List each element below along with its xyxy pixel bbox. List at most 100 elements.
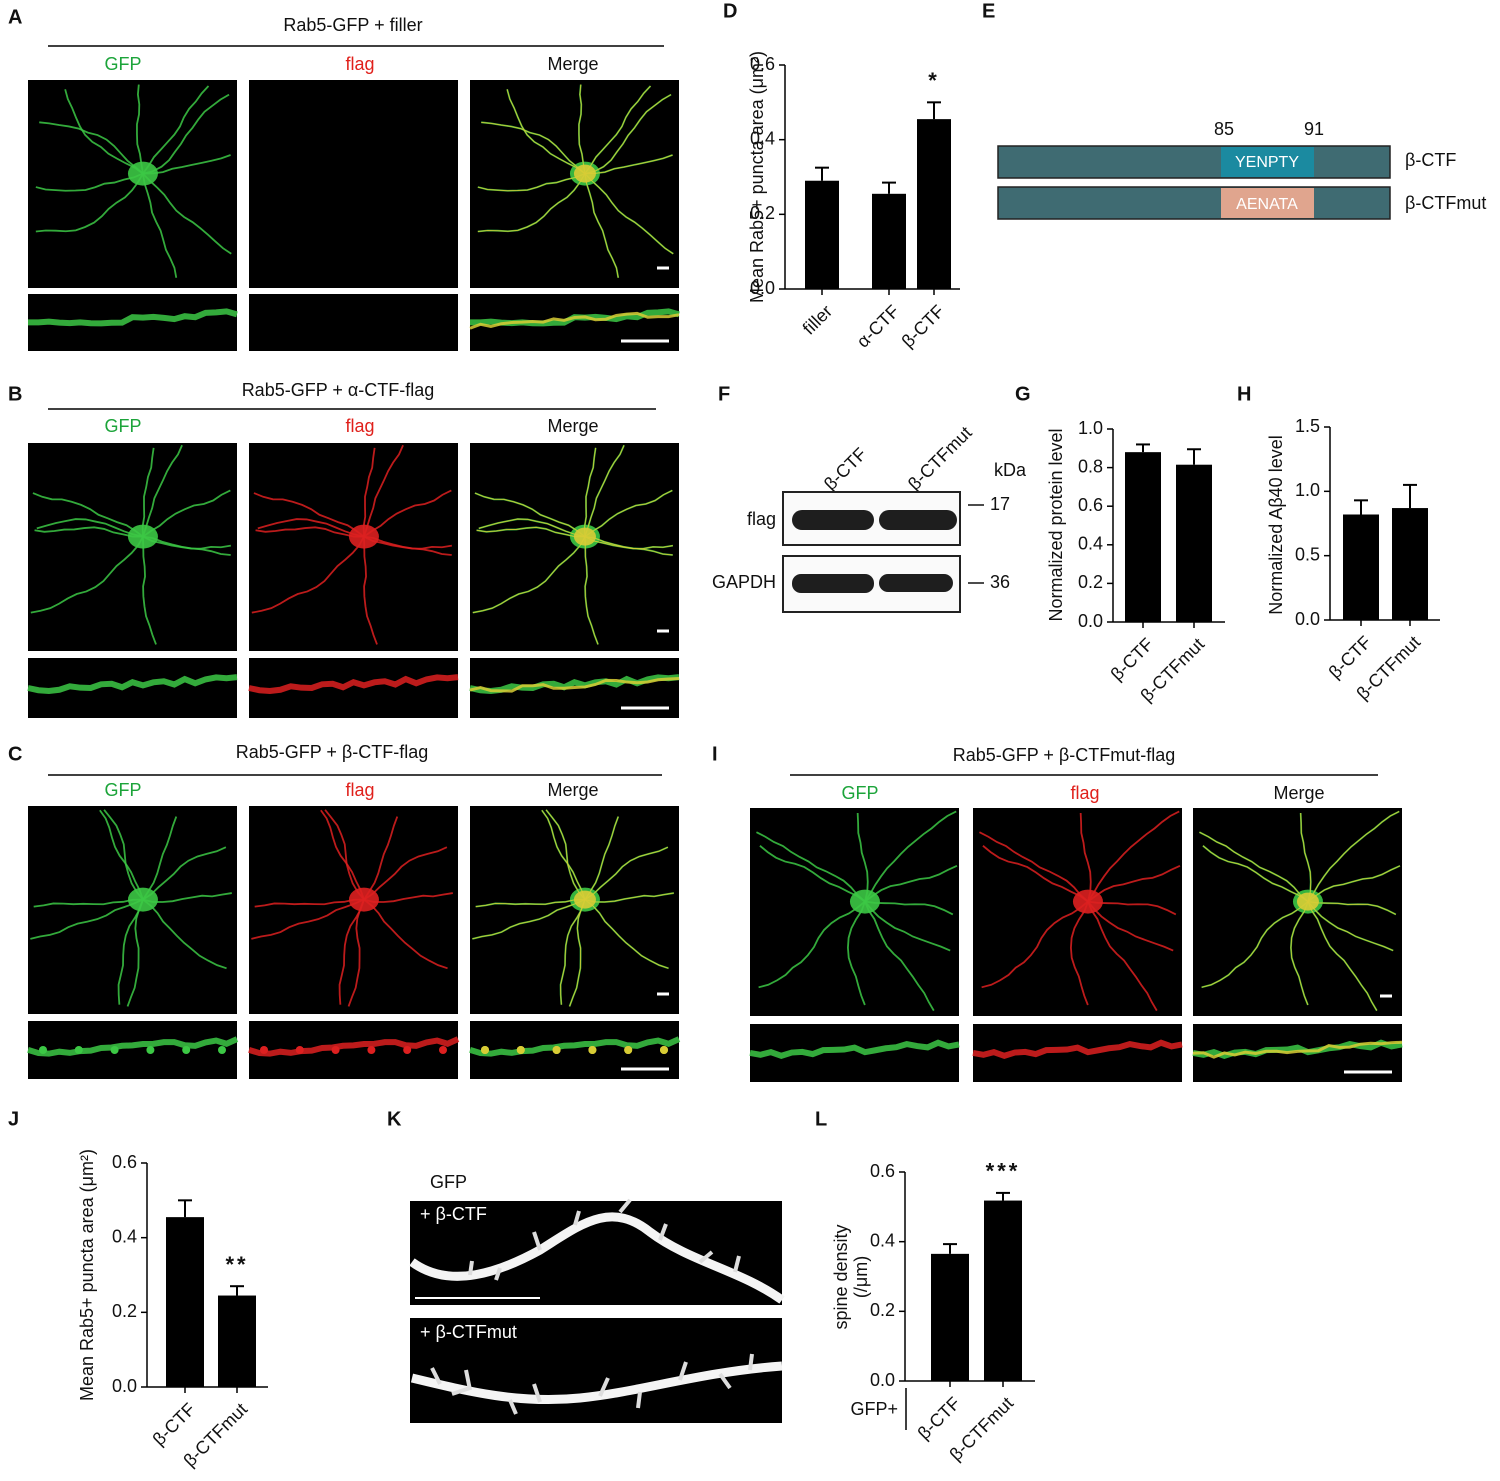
micrograph — [470, 443, 679, 651]
dendrite — [32, 492, 144, 538]
channel-label: Merge — [547, 780, 598, 800]
dendrite — [363, 816, 399, 901]
channel-label: GFP — [104, 54, 141, 74]
row-label: flag — [747, 509, 776, 529]
bar — [805, 180, 839, 289]
panel-label: K — [387, 1108, 402, 1130]
y-tick-label: 0.0 — [112, 1376, 137, 1396]
dendrite — [469, 311, 680, 330]
dendrite — [584, 846, 669, 901]
soma — [573, 890, 596, 909]
dendrite — [142, 93, 230, 175]
dendrite — [578, 84, 586, 174]
significance: * — [928, 68, 940, 93]
panel-title: Rab5-GFP + filler — [283, 15, 422, 35]
dendrite — [856, 812, 869, 902]
panel-label: D — [723, 0, 737, 22]
dendrite — [1307, 901, 1397, 915]
dendrite — [1087, 901, 1158, 1012]
channel-label: Merge — [547, 416, 598, 436]
panel-title: Rab5-GFP + β-CTFmut-flag — [953, 745, 1176, 765]
punctum — [74, 1046, 83, 1054]
dendrite — [320, 809, 365, 900]
dendrite — [248, 1036, 460, 1057]
bar — [1125, 452, 1161, 622]
panel-label: G — [1015, 383, 1031, 405]
y-tick-label: 0.0 — [1078, 611, 1103, 631]
dendrite — [584, 447, 597, 537]
panel-label: J — [8, 1108, 19, 1130]
dendrite — [584, 489, 673, 538]
micrograph — [249, 80, 458, 288]
x-tick-label: filler — [799, 301, 836, 338]
dendrite — [27, 674, 238, 694]
channel-label: GFP — [104, 416, 141, 436]
dendrite — [33, 898, 143, 908]
dendrite — [248, 674, 459, 694]
micrograph — [28, 443, 237, 651]
dendrite — [39, 121, 144, 175]
dendrite — [27, 308, 238, 327]
dendrite — [103, 809, 144, 901]
dendrite — [476, 526, 585, 538]
dendrite — [34, 526, 143, 538]
punctum — [516, 1046, 525, 1054]
dendrite — [142, 536, 157, 645]
construct-name: β-CTF — [1405, 150, 1456, 170]
bar — [1392, 508, 1428, 620]
micrograph — [28, 806, 237, 1014]
soma — [1296, 892, 1319, 911]
panel-title: Rab5-GFP + α-CTF-flag — [242, 380, 435, 400]
spines — [468, 1198, 741, 1281]
dendrite — [324, 809, 365, 901]
bar — [1343, 514, 1379, 620]
panel-label: C — [8, 743, 22, 765]
bar — [917, 119, 951, 289]
dendrite — [363, 536, 378, 645]
punctum — [218, 1046, 226, 1054]
y-tick-label: 0.0 — [870, 1370, 895, 1390]
dendrite — [253, 492, 365, 538]
dendrite — [142, 898, 227, 970]
dendrite — [36, 518, 144, 538]
panel-label: L — [815, 1108, 827, 1130]
dendrite — [27, 1036, 239, 1057]
blot-band — [879, 510, 957, 530]
dendrite — [569, 899, 586, 1007]
punctum — [624, 1046, 633, 1054]
panel-label: E — [982, 0, 995, 22]
micrograph — [249, 443, 458, 651]
motif-box — [1221, 147, 1314, 177]
punctum — [367, 1046, 376, 1054]
x-tick-label: β-CTF — [914, 1393, 964, 1443]
dendrite — [584, 173, 674, 255]
dendrite — [255, 526, 364, 538]
row-label: GAPDH — [712, 572, 776, 592]
bar — [931, 1253, 969, 1381]
dendrite — [759, 845, 866, 903]
dendrite — [469, 676, 680, 693]
dendrite — [477, 173, 586, 192]
y-tick-label: 0.2 — [1078, 572, 1103, 592]
dendrite — [469, 674, 680, 694]
dendrite — [979, 831, 1089, 903]
punctum — [260, 1046, 268, 1054]
dendrite — [142, 846, 227, 901]
y-tick-label: 1.0 — [1078, 418, 1103, 438]
dendrite — [584, 536, 673, 550]
dendrite — [864, 901, 935, 1012]
y-axis-label: Normalized Aβ40 level — [1266, 435, 1286, 614]
construct-bar — [997, 145, 1391, 179]
unit-label: kDa — [994, 460, 1027, 480]
dendrite — [864, 865, 958, 903]
channel-label: GFP — [104, 780, 141, 800]
dendrite — [1079, 812, 1092, 902]
dendrite — [136, 84, 144, 174]
dendrite — [469, 1036, 681, 1057]
micrograph — [973, 808, 1182, 1016]
soma — [1072, 889, 1103, 914]
dendrite — [472, 899, 586, 940]
dendrite — [756, 831, 866, 903]
bar — [166, 1217, 204, 1387]
y-axis-label: Normalized protein level — [1046, 428, 1066, 621]
